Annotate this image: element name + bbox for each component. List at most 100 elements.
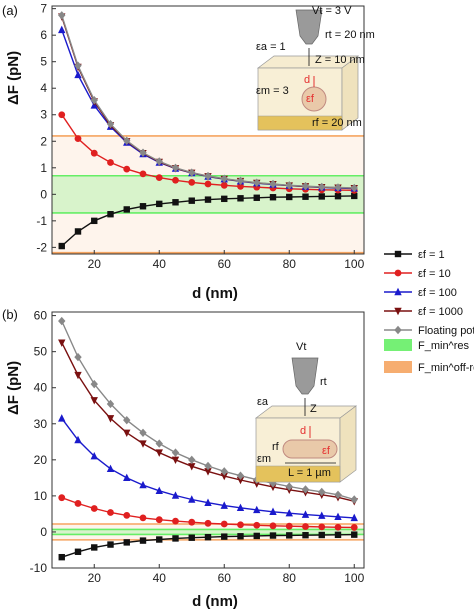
y-tick-label: 0 xyxy=(40,525,47,539)
data-point-eps1 xyxy=(172,199,179,206)
data-point-floating xyxy=(90,379,98,389)
legend-label-eps10: εf = 10 xyxy=(418,268,451,280)
y-tick-label: 2 xyxy=(40,134,47,148)
data-point-eps100 xyxy=(58,414,66,422)
data-point-floating xyxy=(236,471,245,480)
data-point-eps1 xyxy=(91,544,98,551)
data-point-eps1000 xyxy=(90,397,98,405)
x-tick-label: 20 xyxy=(88,571,102,585)
data-point-eps100 xyxy=(220,501,228,509)
y-tick-label: 7 xyxy=(40,2,47,16)
data-point-floating xyxy=(106,119,115,129)
data-point-eps1 xyxy=(351,531,358,538)
data-point-eps10 xyxy=(350,524,358,531)
data-point-eps100 xyxy=(155,486,163,495)
data-point-eps1 xyxy=(172,535,179,542)
data-point-eps10 xyxy=(285,522,293,530)
rod-object xyxy=(282,439,338,459)
data-point-eps1 xyxy=(123,206,130,213)
data-point-eps1 xyxy=(221,195,228,203)
legend: εf = 1 εf = 10 εf = 100 εf = 1000 Floating p… xyxy=(384,249,474,374)
y-tick-label: 10 xyxy=(34,489,48,503)
data-point-eps1 xyxy=(351,192,358,200)
data-point-floating xyxy=(220,174,228,183)
data-point-eps1 xyxy=(58,242,65,250)
data-point-eps1 xyxy=(286,193,293,201)
data-point-floating xyxy=(58,11,66,20)
data-point-eps10 xyxy=(204,180,212,188)
data-point-eps1 xyxy=(237,195,244,202)
data-point-eps1 xyxy=(302,531,309,539)
data-point-floating xyxy=(139,428,147,437)
data-point-eps1 xyxy=(107,541,114,548)
legend-label-eps1000: εf = 1000 xyxy=(418,306,463,318)
data-point-eps100 xyxy=(123,473,131,482)
data-point-eps100 xyxy=(106,464,115,473)
data-point-eps10 xyxy=(107,159,114,166)
panel-a-x-axis-label: d (nm) xyxy=(192,285,238,302)
data-point-eps1000 xyxy=(236,476,245,485)
data-point-eps1000 xyxy=(220,472,228,481)
data-point-eps1000 xyxy=(58,339,66,347)
data-point-eps1000 xyxy=(106,415,115,423)
data-point-eps1 xyxy=(74,228,82,235)
y-tick-label: -2 xyxy=(36,240,47,254)
y-tick-label: 1 xyxy=(40,161,47,175)
box-top xyxy=(254,405,358,419)
data-point-eps10 xyxy=(334,523,342,531)
data-point-eps1000 xyxy=(188,463,196,471)
data-point-floating xyxy=(204,461,212,471)
data-point-eps1 xyxy=(302,193,309,200)
data-point-floating xyxy=(171,163,180,172)
data-point-eps1000 xyxy=(139,440,147,448)
x-tick-label: 40 xyxy=(153,571,167,585)
data-point-eps10 xyxy=(269,522,277,530)
data-point-eps10 xyxy=(74,135,82,143)
data-point-eps10 xyxy=(188,518,196,526)
legend-label-floating: Floating potential xyxy=(418,325,474,337)
data-point-eps1 xyxy=(139,203,147,210)
inset-a-z-label: Z = 10 nm xyxy=(315,54,365,66)
data-point-floating xyxy=(334,183,342,192)
data-point-eps100 xyxy=(236,503,245,511)
data-point-floating xyxy=(236,176,245,185)
data-point-floating xyxy=(58,316,66,326)
y-tick-label: 0 xyxy=(40,187,47,201)
data-point-eps1 xyxy=(107,211,114,218)
inset-b-rt-label: rt xyxy=(320,376,327,388)
plot-frame xyxy=(51,311,365,569)
data-point-eps100 xyxy=(204,498,212,506)
legend-marker-floating xyxy=(394,325,402,335)
data-point-eps10 xyxy=(123,165,131,173)
data-point-eps100 xyxy=(74,70,82,79)
box-side xyxy=(341,55,359,131)
data-point-eps1 xyxy=(156,536,163,543)
data-point-floating xyxy=(204,171,212,181)
resonant-band xyxy=(52,529,364,535)
off-resonant-band xyxy=(52,135,364,253)
data-point-floating xyxy=(74,61,82,70)
panel-a: (a) 20 40 60 80 100 -2 -1 0 1 2 3 4 5 6 7 ΔF (pN) d (n… xyxy=(2,2,375,302)
data-point-eps10 xyxy=(90,149,98,157)
data-point-floating xyxy=(334,490,342,500)
data-point-eps100 xyxy=(334,512,342,520)
inset-b-eps-m-label: εm xyxy=(257,453,271,465)
data-point-floating xyxy=(106,399,115,409)
data-point-eps100 xyxy=(58,25,66,34)
tip-shape xyxy=(291,357,319,395)
data-point-eps100 xyxy=(90,452,98,460)
data-point-eps1 xyxy=(253,532,260,540)
inset-b-rf-label: rf xyxy=(272,441,280,453)
data-point-eps1000 xyxy=(204,468,212,476)
data-point-eps10 xyxy=(318,523,326,531)
substrate xyxy=(255,465,341,483)
data-point-eps1 xyxy=(123,539,130,546)
data-point-eps10 xyxy=(220,181,228,189)
data-point-eps1 xyxy=(221,533,228,540)
y-tick-label: 4 xyxy=(40,81,47,95)
legend-label-off-res: F_min^off-res xyxy=(418,362,474,374)
panel-a-y-axis-label: ΔF (pN) xyxy=(5,51,22,105)
data-point-floating xyxy=(155,439,163,448)
inset-a-rt-label: rt = 20 nm xyxy=(325,29,375,41)
legend-marker-eps10 xyxy=(394,269,402,277)
